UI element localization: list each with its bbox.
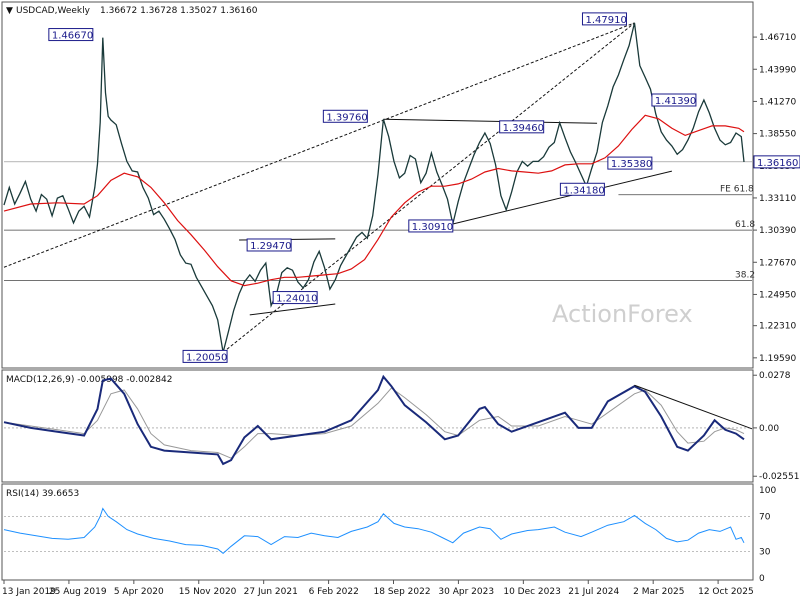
price-annotations: 1.46670 1.20050 1.29470 1.24010 1.39760 1.309… bbox=[48, 12, 697, 363]
annotation-box-1 bbox=[182, 349, 228, 363]
fib-levels: FE 61.8 61.8 38.2 bbox=[4, 161, 755, 281]
moving-average-series bbox=[3, 114, 745, 287]
price-line bbox=[3, 22, 745, 353]
level-label-2: 38.2 bbox=[735, 270, 755, 280]
ma-line bbox=[3, 114, 745, 287]
support-line-2 bbox=[249, 303, 336, 316]
x-tick-label-10: 2 Mar 2025 bbox=[633, 587, 684, 597]
price-panel-frame bbox=[1, 1, 754, 369]
dashed-channel-upper bbox=[3, 22, 635, 268]
annotation-box-2 bbox=[246, 238, 292, 252]
macd-trendline bbox=[634, 384, 753, 430]
macd-label: MACD(12,26,9) -0.005998 -0.002842 bbox=[6, 375, 172, 385]
level-label-0: FE 61.8 bbox=[720, 185, 754, 195]
watermark: ActionForex bbox=[552, 300, 693, 328]
price-y-tick-label-7: 1.27670 bbox=[759, 258, 796, 268]
annotation-label-7: 1.34180 bbox=[563, 185, 604, 196]
annotation-label-9: 1.35380 bbox=[611, 159, 652, 170]
x-tick-label-8: 10 Dec 2023 bbox=[503, 587, 561, 597]
rsi-y-tick-label-0: 100 bbox=[759, 486, 776, 496]
price-y-axis: 1.467101.439901.412701.385501.358301.331… bbox=[753, 33, 796, 364]
annotation-box-10 bbox=[651, 93, 697, 107]
symbol-label: USDCAD,Weekly bbox=[16, 6, 91, 16]
annotation-label-3: 1.24010 bbox=[276, 294, 317, 305]
annotation-box-6 bbox=[499, 120, 545, 134]
x-tick-label-2: 5 Apr 2020 bbox=[114, 587, 164, 597]
x-tick-label-0: 13 Jan 2019 bbox=[2, 587, 56, 597]
price-y-tick-label-8: 1.24950 bbox=[759, 290, 796, 300]
x-tick-label-3: 15 Nov 2020 bbox=[179, 587, 237, 597]
price-y-tick-label-1: 1.43990 bbox=[759, 65, 796, 75]
ohlc-label: 1.36672 1.36728 1.35027 1.36160 bbox=[100, 6, 258, 16]
x-tick-label-7: 30 Apr 2023 bbox=[438, 587, 494, 597]
annotation-label-10: 1.41390 bbox=[655, 96, 696, 107]
annotation-label-2: 1.29470 bbox=[250, 241, 291, 252]
price-y-tick-label-5: 1.33110 bbox=[759, 194, 796, 204]
annotation-label-5: 1.30910 bbox=[412, 222, 453, 233]
rsi-line bbox=[3, 507, 745, 555]
rsi-panel-frame bbox=[1, 483, 754, 581]
collapse-arrow-icon[interactable]: ▼ bbox=[6, 6, 13, 16]
annotation-label-6: 1.39460 bbox=[503, 123, 544, 134]
x-tick-label-4: 27 Jun 2021 bbox=[244, 587, 298, 597]
annotation-box-0 bbox=[48, 28, 94, 42]
x-tick-label-11: 12 Oct 2025 bbox=[698, 587, 754, 597]
macd-y-tick-label-0: 0.0278 bbox=[759, 371, 791, 381]
macd-y-tick-label-1: 0.00 bbox=[759, 424, 779, 434]
rsi-y-tick-label-3: 0 bbox=[759, 574, 765, 584]
annotation-box-7 bbox=[559, 182, 605, 196]
x-tick-label-1: 25 Aug 2019 bbox=[49, 587, 107, 597]
annotation-box-4 bbox=[322, 109, 368, 123]
annotation-label-8: 1.47910 bbox=[585, 15, 626, 26]
level-label-1: 61.8 bbox=[735, 220, 755, 230]
current-price-box bbox=[753, 155, 800, 169]
price-y-tick-label-0: 1.46710 bbox=[759, 33, 796, 43]
annotation-label-4: 1.39760 bbox=[326, 112, 367, 123]
macd-panel-frame bbox=[1, 369, 754, 483]
macd-signal-line bbox=[3, 387, 745, 459]
current-price-label: 1.36160 bbox=[757, 158, 798, 169]
current-price-marker: 1.36160 bbox=[753, 155, 800, 169]
rsi-y-tick-label-2: 30 bbox=[759, 548, 771, 558]
price-y-tick-label-9: 1.22310 bbox=[759, 322, 796, 332]
rsi-label: RSI(14) 39.6653 bbox=[6, 489, 79, 499]
annotation-box-5 bbox=[408, 219, 454, 233]
annotation-box-3 bbox=[272, 291, 318, 305]
x-tick-label-6: 18 Sep 2022 bbox=[374, 587, 431, 597]
support-line-1 bbox=[452, 170, 672, 225]
x-tick-label-9: 21 Jul 2024 bbox=[568, 587, 619, 597]
annotation-label-0: 1.46670 bbox=[52, 31, 93, 42]
annotation-box-9 bbox=[607, 156, 653, 170]
price-y-tick-label-3: 1.38550 bbox=[759, 130, 796, 140]
price-y-tick-label-6: 1.30390 bbox=[759, 226, 796, 236]
rsi-panel: 100 70 30 0 bbox=[3, 486, 776, 584]
price-y-tick-label-2: 1.41270 bbox=[759, 97, 796, 107]
macd-line bbox=[3, 374, 745, 466]
price-y-tick-label-10: 1.19590 bbox=[759, 354, 796, 364]
rsi-y-tick-label-1: 70 bbox=[759, 512, 771, 522]
price-series bbox=[3, 22, 745, 353]
annotation-box-8 bbox=[581, 12, 627, 26]
x-tick-label-5: 6 Feb 2022 bbox=[309, 587, 359, 597]
annotation-label-1: 1.20050 bbox=[186, 352, 227, 363]
resistance-line-1 bbox=[383, 118, 598, 124]
